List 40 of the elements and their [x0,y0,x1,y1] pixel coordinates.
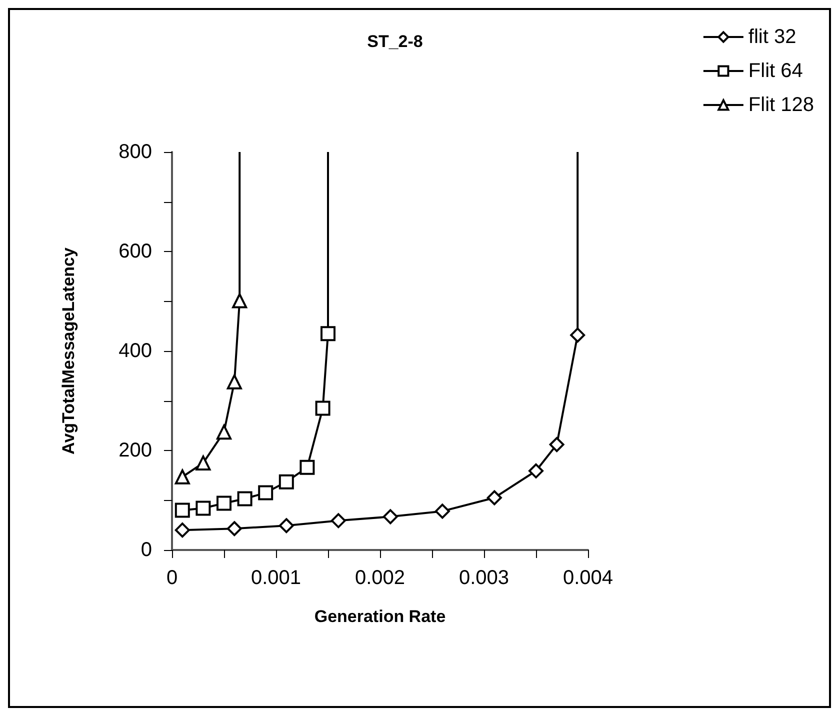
point [196,455,211,470]
x-tick-label: 0 [166,567,178,589]
x-tick-label: 0.001 [250,567,302,589]
point [570,328,586,343]
point [216,496,232,511]
legend-label: flit 32 [748,26,796,48]
y-tick-label: 600 [118,240,152,262]
x-tick-label: 0.003 [458,567,510,589]
point [330,513,346,528]
point [528,463,544,478]
y-tick-label: 400 [118,340,152,362]
point [278,518,294,534]
point [486,490,502,506]
y-axis-title: AvgTotalMessageLatency [59,247,78,454]
legend-label: Flit 128 [748,94,814,116]
y-tick-label: 200 [118,440,152,462]
point [232,293,248,308]
y-tick-label: 800 [118,141,152,163]
chart-title: ST_2-8 [367,32,423,51]
point [320,326,336,342]
x-tick-label: 0.004 [562,567,614,589]
point [174,469,190,484]
point [258,485,274,500]
point [226,374,242,390]
point [315,400,330,416]
y-tick-label: 0 [140,539,152,561]
point [216,424,232,440]
legend-label: Flit 64 [748,60,803,82]
point [196,500,211,516]
point [278,474,294,490]
point [174,522,190,538]
point [549,437,564,452]
point [300,460,315,475]
point [382,509,398,524]
x-tick-label: 0.002 [354,567,406,589]
x-axis-title: Generation Rate [314,607,446,626]
point [226,521,242,536]
point [434,504,450,519]
point [237,491,252,506]
point [174,502,190,518]
